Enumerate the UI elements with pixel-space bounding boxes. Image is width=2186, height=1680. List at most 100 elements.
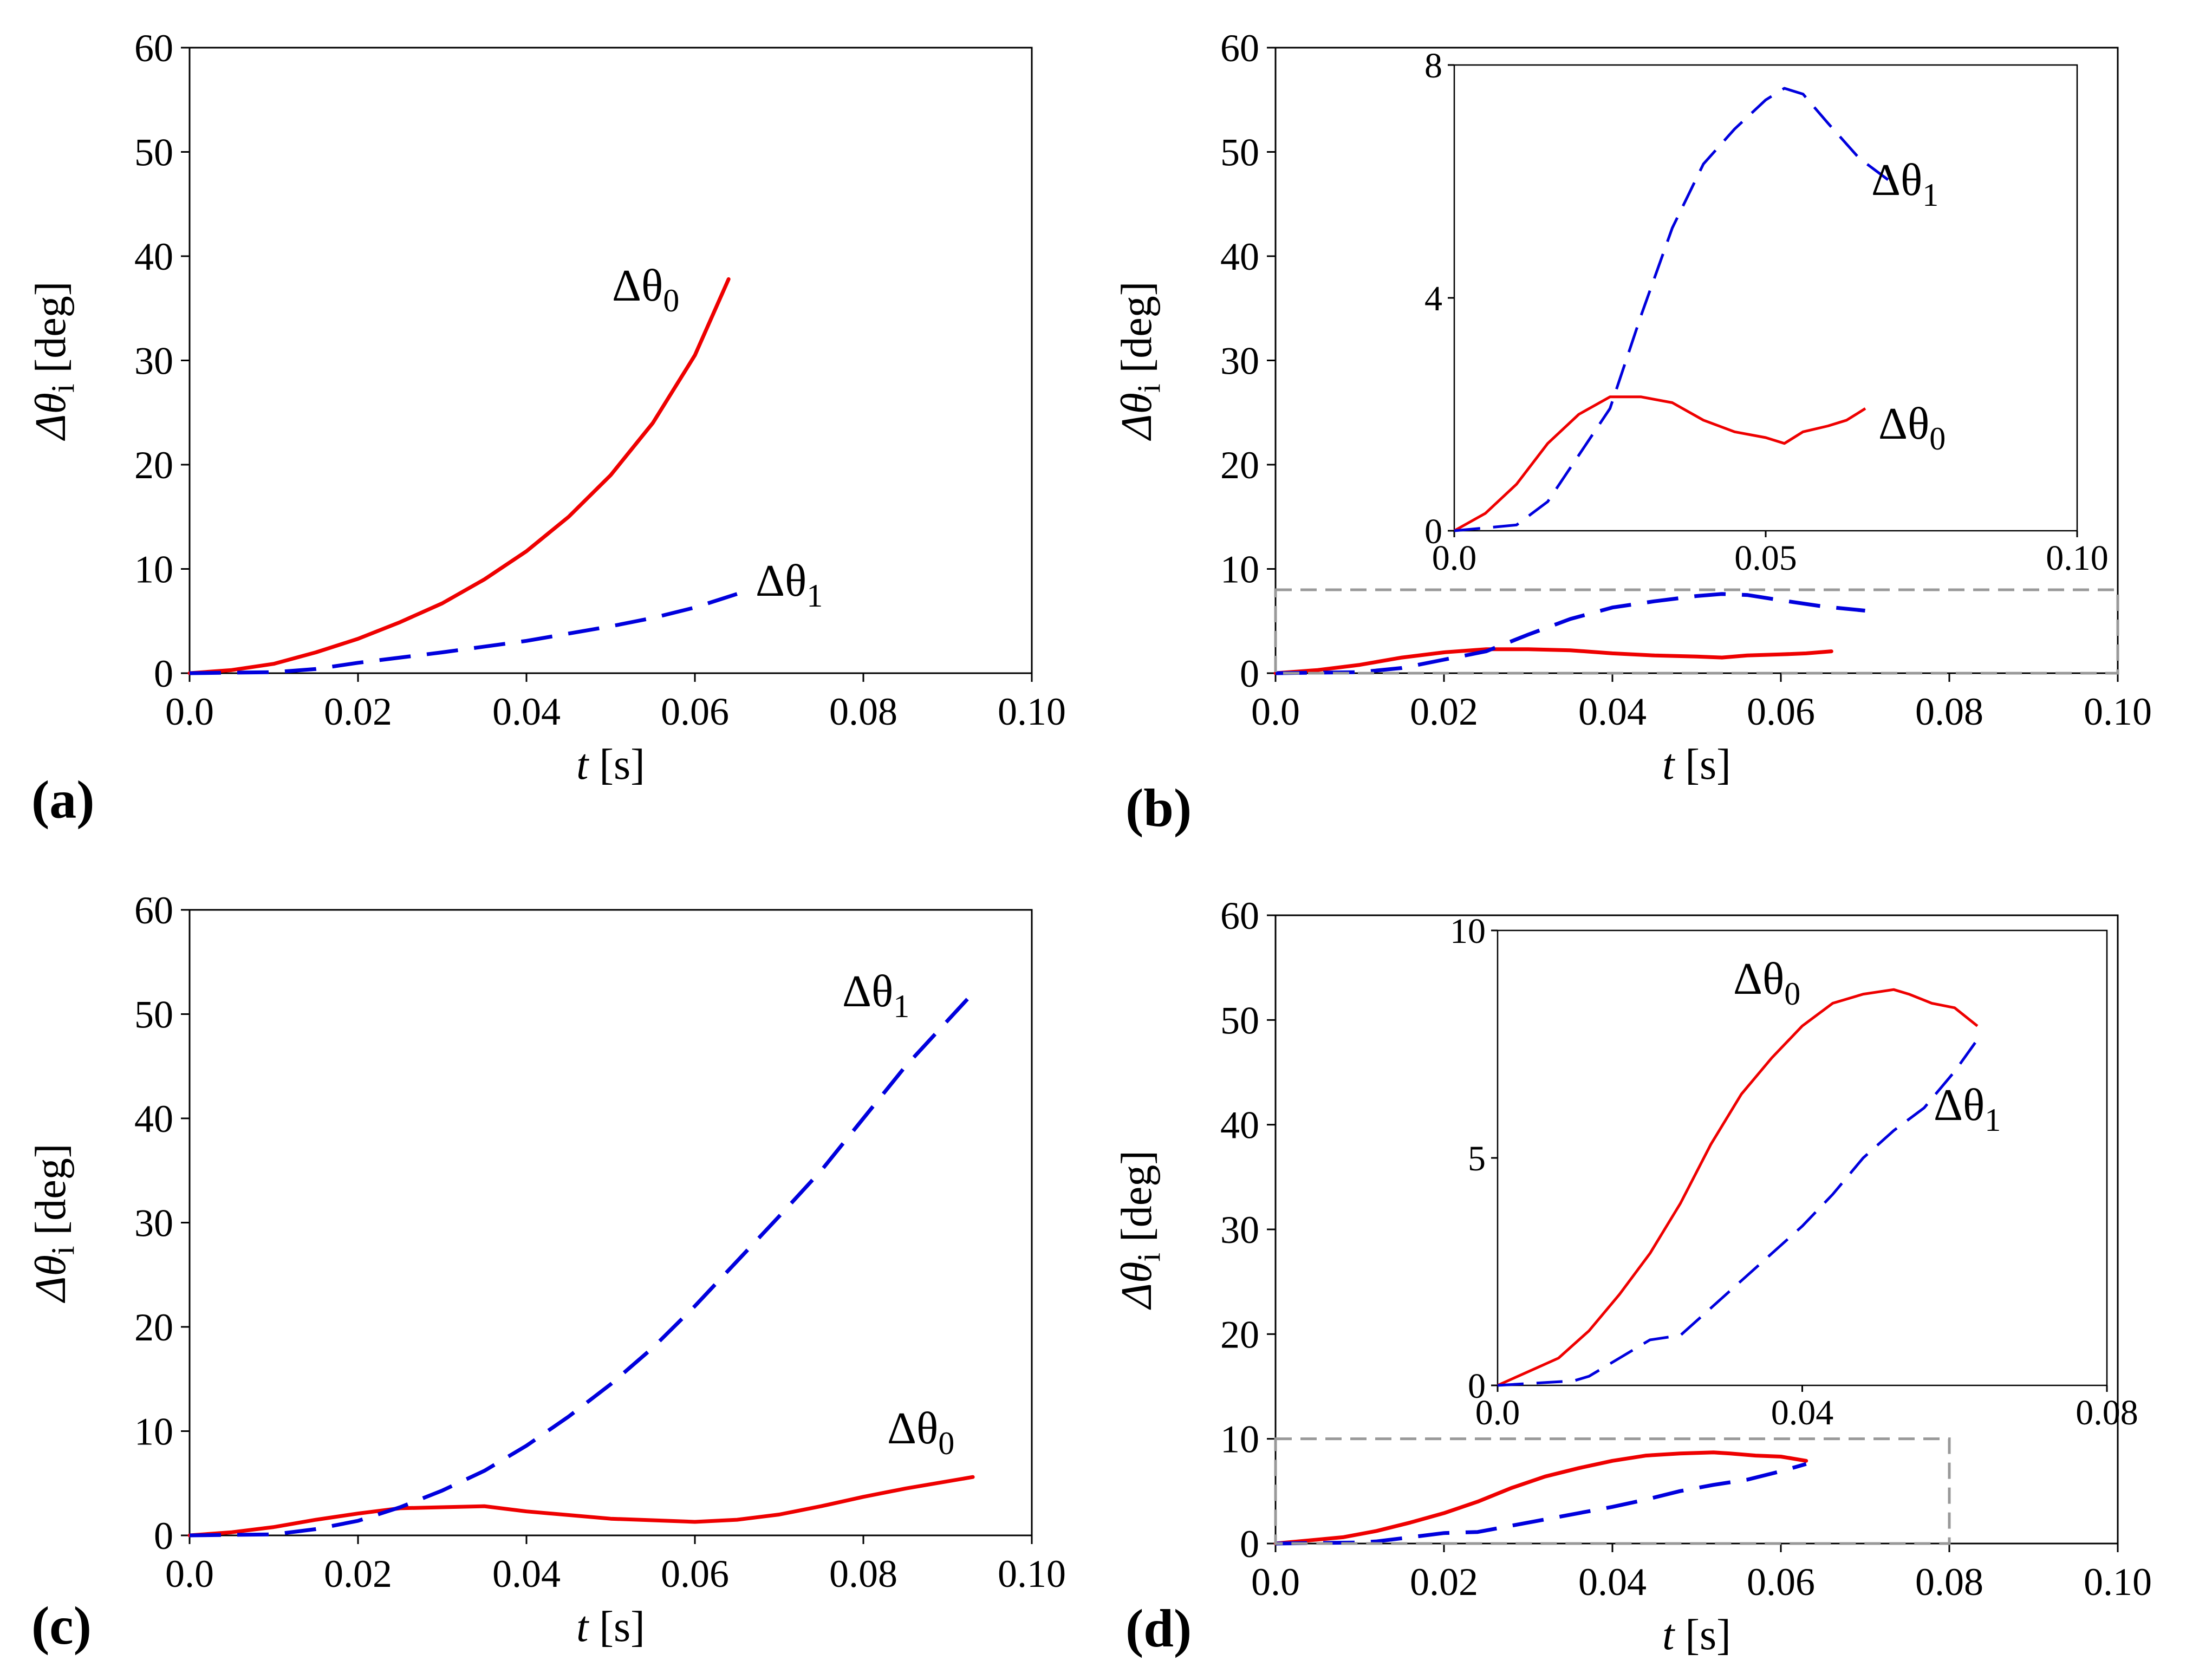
series-line-theta0 (1273, 1450, 1808, 1546)
y-tick-label: 40 (1220, 1104, 1259, 1147)
series-label-theta1-main: Δθ (1934, 1080, 1985, 1130)
y-tick-label: 30 (1220, 340, 1259, 383)
inset-x-tick-label: 0.0 (1475, 1393, 1520, 1432)
y-tick-label: 50 (134, 993, 173, 1037)
series-label-theta0-main: Δθ (612, 261, 663, 311)
zoom-region-box (1274, 1437, 1951, 1545)
y-axis-label-main: Δθ (1113, 1262, 1161, 1310)
x-tick-label: 0.0 (165, 1552, 214, 1596)
x-tick-label: 0.02 (1410, 690, 1478, 733)
inset-series-line-theta1 (1454, 87, 1891, 532)
series-label-theta0: Δθ0 (1878, 399, 1946, 457)
series-label-theta0-sub: 0 (1929, 421, 1946, 457)
series-label-theta0-main: Δθ (887, 1403, 938, 1454)
x-tick-label: 0.02 (1410, 1560, 1478, 1604)
inset-y-tick-label: 8 (1424, 46, 1442, 86)
series-label-theta1: Δθ1 (1934, 1080, 2001, 1138)
y-axis-label-main: Δθ (27, 1255, 75, 1303)
series-label-theta1-sub: 1 (1985, 1102, 2001, 1138)
series-label-theta0-sub: 0 (1784, 976, 1800, 1012)
y-tick-label: 40 (134, 235, 173, 278)
x-tick-label: 0.08 (829, 1552, 897, 1596)
y-tick-label: 0 (1240, 652, 1259, 695)
series-label-theta0-main: Δθ (1733, 954, 1784, 1004)
y-tick-label: 60 (134, 27, 173, 70)
x-tick-label: 0.08 (1915, 1560, 1983, 1604)
panel-label: (b) (1125, 778, 1192, 838)
y-tick-label: 50 (1220, 131, 1259, 174)
y-axis-label-sub: i (1131, 1253, 1167, 1262)
x-tick-label: 0.06 (1747, 690, 1815, 733)
inset-x-tick-label: 0.04 (1771, 1393, 1834, 1432)
y-tick-label: 10 (1220, 1418, 1259, 1461)
x-tick-label: 0.02 (324, 690, 392, 733)
x-tick-label: 0.08 (1915, 690, 1983, 733)
series-label-theta0-main: Δθ (1878, 399, 1929, 449)
y-tick-label: 10 (134, 548, 173, 591)
y-axis-label-main: Δθ (1113, 393, 1161, 441)
series-label-theta1: Δθ1 (756, 556, 823, 614)
inset-x-tick-label: 0.0 (1432, 538, 1477, 578)
x-tick-label: 0.04 (1578, 690, 1647, 733)
y-tick-label: 40 (134, 1097, 173, 1141)
panel-label: (d) (1125, 1598, 1192, 1658)
inset-frame (1453, 64, 2078, 532)
x-tick-label: 0.10 (998, 1552, 1066, 1596)
x-tick-label: 0.0 (165, 690, 214, 733)
x-tick-label: 0.08 (829, 690, 897, 733)
series-label-theta0-sub: 0 (663, 283, 679, 318)
x-axis-label-var: t (1662, 1611, 1675, 1659)
series-label-theta1-main: Δθ (1871, 155, 1922, 205)
y-axis-label-unit: [deg] (1113, 282, 1161, 384)
y-tick-label: 20 (134, 1306, 173, 1349)
x-tick-label: 0.10 (2084, 690, 2152, 733)
inset-x-tick-label: 0.10 (2046, 538, 2109, 578)
series-line-theta0 (187, 277, 731, 675)
series-line-theta1 (1275, 592, 1865, 675)
x-axis-label-unit: [s] (588, 1603, 645, 1651)
inset-y-tick-label: 0 (1424, 512, 1442, 551)
x-axis-label: t [s] (576, 1603, 645, 1651)
y-axis-label: Δθi [deg] (1113, 1150, 1167, 1310)
series-line-theta0 (187, 1475, 975, 1538)
series-label-theta0-sub: 0 (938, 1425, 954, 1461)
x-tick-label: 0.06 (1747, 1560, 1815, 1604)
series-label-theta0: Δθ0 (612, 261, 679, 318)
y-tick-label: 60 (134, 889, 173, 932)
y-tick-label: 10 (134, 1410, 173, 1454)
x-axis-label-unit: [s] (588, 741, 645, 789)
x-axis-label: t [s] (1662, 1611, 1731, 1659)
x-tick-label: 0.10 (998, 690, 1066, 733)
x-axis-label-unit: [s] (1674, 741, 1730, 789)
y-axis-label-main: Δθ (27, 393, 75, 441)
series-label-theta0: Δθ0 (887, 1403, 954, 1461)
series-label-theta0: Δθ0 (1733, 954, 1800, 1012)
y-tick-label: 20 (1220, 444, 1259, 487)
y-axis-label: Δθi [deg] (27, 1144, 81, 1304)
x-tick-label: 0.06 (661, 1552, 729, 1596)
y-tick-label: 0 (154, 1514, 173, 1558)
y-axis-label: Δθi [deg] (27, 282, 81, 441)
y-axis-label-sub: i (1131, 383, 1167, 393)
zoom-region-box (1274, 588, 2119, 675)
y-tick-label: 0 (1240, 1522, 1259, 1566)
inset-series-line-theta0 (1453, 395, 1866, 532)
y-axis-label-unit: [deg] (27, 282, 75, 384)
x-tick-label: 0.04 (492, 1552, 561, 1596)
y-tick-label: 40 (1220, 235, 1259, 278)
y-tick-label: 30 (134, 1202, 173, 1245)
inset-series-line-theta0 (1497, 988, 1979, 1387)
y-tick-label: 60 (1220, 894, 1259, 937)
plot-area-frame (188, 47, 1033, 674)
series-label-theta1-main: Δθ (756, 556, 806, 606)
x-tick-label: 0.04 (1578, 1560, 1647, 1604)
y-tick-label: 60 (1220, 27, 1259, 70)
y-tick-label: 50 (134, 131, 173, 174)
series-label-theta1-main: Δθ (842, 966, 893, 1017)
